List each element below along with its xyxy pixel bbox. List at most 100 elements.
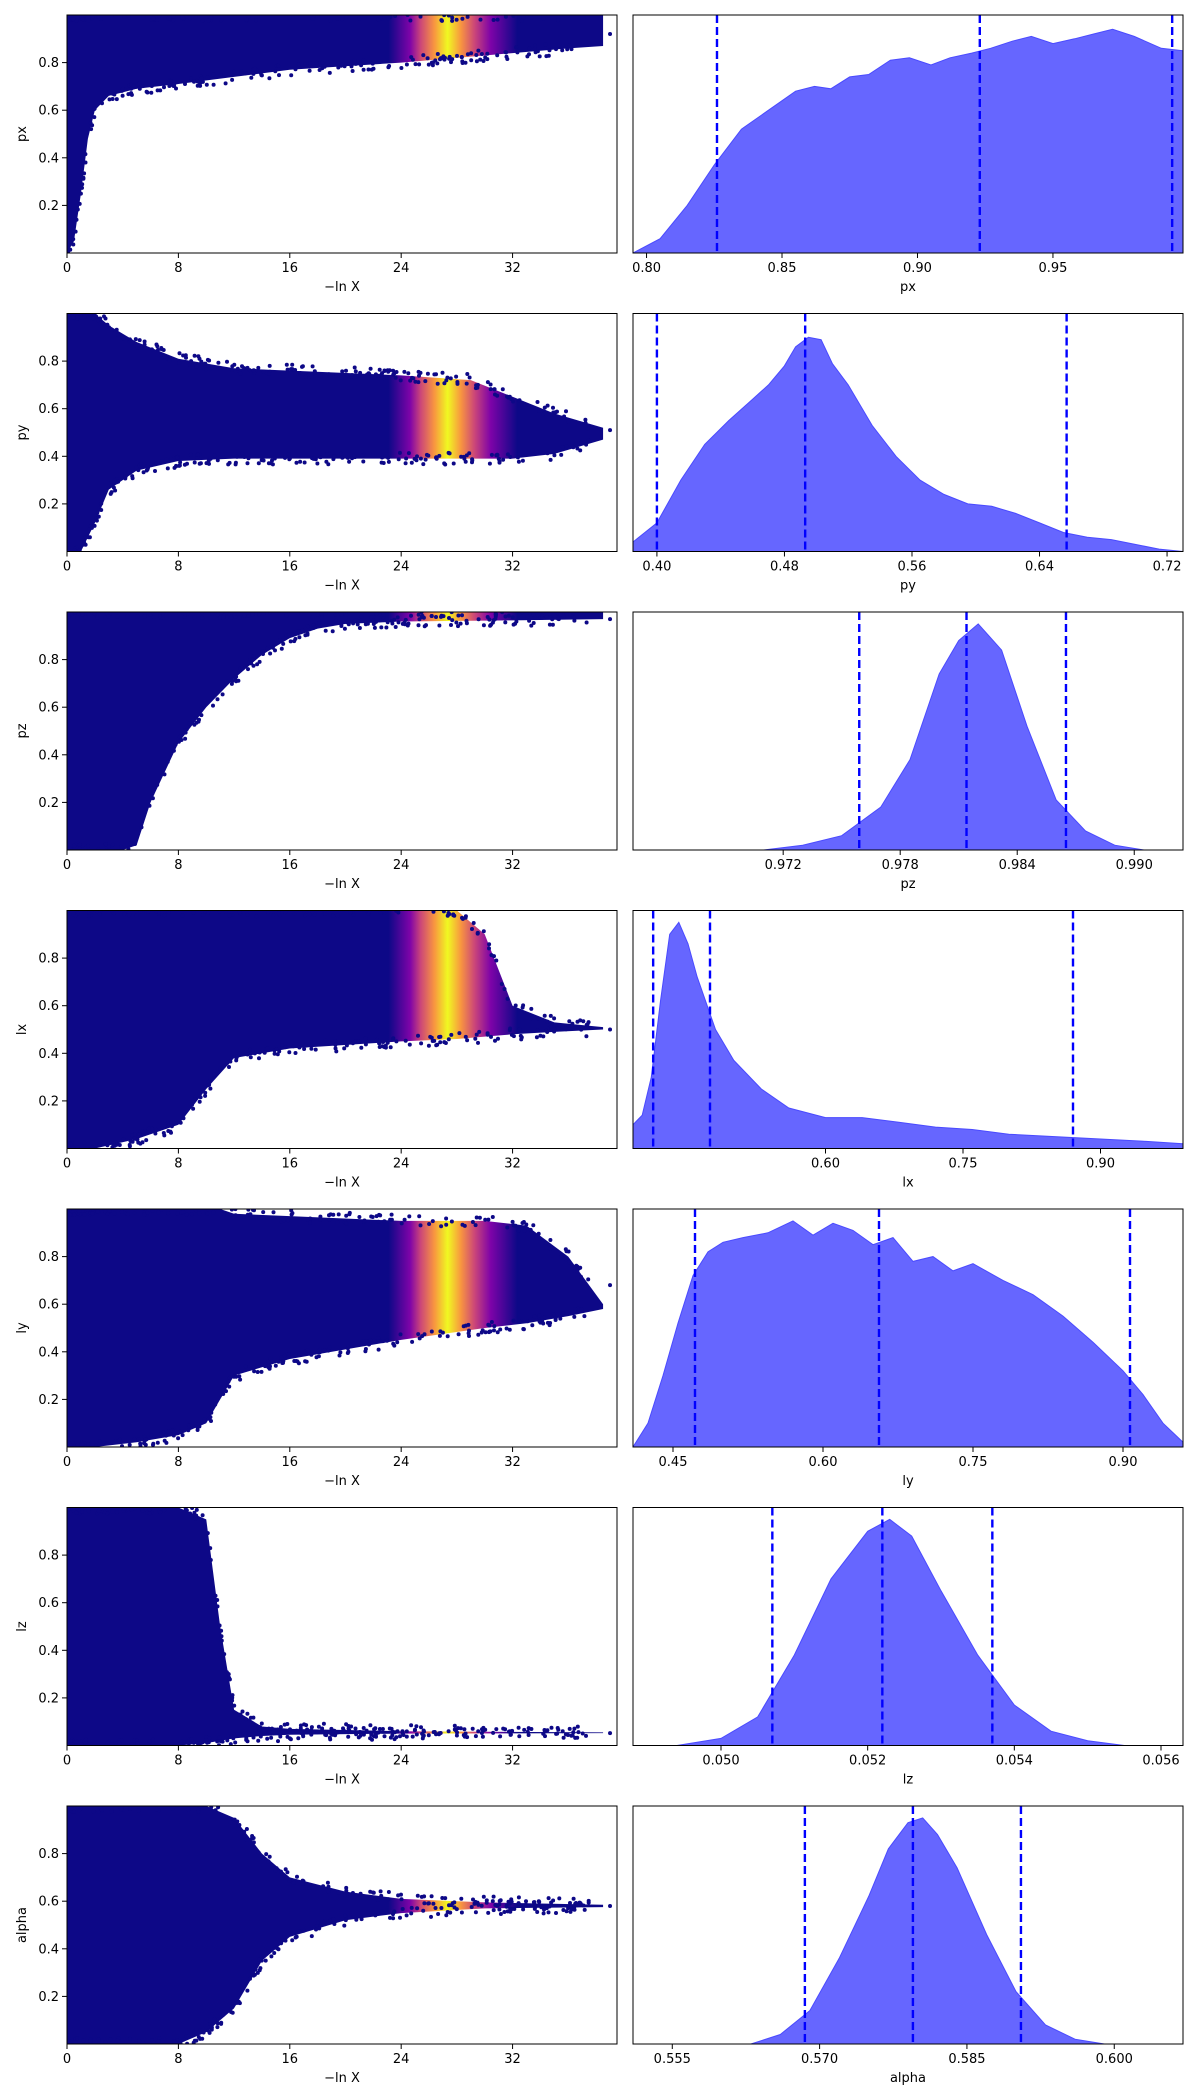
trace-dot: [379, 460, 384, 465]
trace-dot: [538, 1033, 543, 1038]
trace-dot: [79, 1739, 83, 1744]
trace-dot: [302, 1047, 307, 1051]
trace-dot: [536, 1231, 541, 1236]
trace-dot: [199, 80, 204, 84]
trace-dot: [68, 846, 73, 850]
trace-dot: [285, 1734, 290, 1739]
trace-dot: [503, 50, 508, 55]
trace-dot: [270, 1726, 274, 1731]
trace-dot: [269, 1735, 274, 1740]
trace-dot: [158, 1510, 163, 1515]
trace-dot: [512, 1907, 517, 1911]
trace-lx-frame: [66, 910, 618, 1149]
trace-dot: [336, 1212, 341, 1217]
trace-dot: [114, 327, 119, 332]
trace-dot: [455, 380, 460, 384]
trace-dot: [215, 1739, 220, 1744]
trace-dot: [83, 1737, 88, 1742]
trace-dot: [444, 1216, 449, 1221]
trace-dot: [371, 1890, 376, 1895]
trace-dot: [91, 1809, 96, 1814]
trace-dot: [368, 1723, 373, 1728]
trace-dot: [372, 1338, 377, 1343]
trace-dot: [505, 1225, 510, 1230]
trace-dot: [180, 15, 185, 20]
trace-dot: [445, 375, 450, 380]
trace-dot: [81, 175, 86, 180]
trace-dot: [180, 1433, 185, 1438]
trace-dot: [221, 1392, 226, 1396]
trace-dot: [500, 387, 505, 392]
trace-dot: [570, 1907, 575, 1912]
trace-dot: [402, 369, 407, 374]
trace-dot: [143, 1437, 148, 1442]
trace-dot: [298, 371, 303, 375]
trace-dot: [291, 1044, 296, 1049]
trace-dot: [271, 913, 276, 918]
trace-dot: [315, 612, 320, 617]
trace-dot: [478, 17, 483, 22]
trace-dot: [199, 76, 204, 81]
trace-dot: [222, 1652, 227, 1657]
trace-dot: [115, 614, 120, 619]
trace-dot: [182, 612, 187, 617]
trace-dot: [126, 15, 131, 18]
trace-dot: [109, 15, 114, 18]
trace-dot: [542, 1315, 547, 1319]
trace-dot: [228, 1742, 233, 1746]
trace-dot: [218, 615, 222, 620]
trace-dot: [309, 1046, 314, 1051]
trace-dot: [537, 1313, 542, 1318]
trace-dot: [180, 731, 185, 735]
trace-dot: [151, 16, 156, 21]
trace-dot: [447, 451, 452, 456]
trace-dot: [175, 2038, 180, 2042]
trace-dot: [156, 347, 160, 352]
trace-dot: [358, 1891, 363, 1896]
trace-dot: [480, 1734, 485, 1739]
trace-dot: [528, 1016, 533, 1021]
trace-dot: [69, 1807, 74, 1811]
trace-dot: [147, 1739, 152, 1744]
trace-dot: [329, 1726, 334, 1731]
kde-xtick-label: 0.80: [632, 261, 661, 276]
trace-dot: [246, 614, 251, 618]
trace-dot: [199, 713, 204, 718]
trace-dot: [347, 62, 352, 66]
trace-dot: [344, 1213, 349, 1218]
trace-dot: [485, 380, 490, 385]
trace-dot: [298, 1726, 303, 1731]
trace-dot: [219, 1638, 224, 1643]
trace-ytick-label: 0.8: [38, 56, 59, 71]
trace-dot: [319, 615, 324, 620]
trace-dot: [546, 1896, 551, 1901]
trace-dot: [340, 17, 345, 22]
trace-xtick-label: 32: [504, 261, 521, 276]
trace-dot: [373, 1913, 378, 1918]
trace-dot: [475, 931, 480, 936]
trace-dot: [219, 1634, 224, 1639]
trace-dot: [96, 318, 100, 323]
trace-dot: [196, 1809, 201, 1814]
trace-samples-alpha: [67, 1806, 604, 2044]
trace-dot: [191, 1106, 196, 1111]
trace-dot: [257, 612, 262, 617]
trace-dot: [170, 1743, 174, 1746]
trace-dot: [280, 1043, 284, 1047]
trace-dot: [554, 1911, 558, 1915]
trace-dot: [476, 1729, 481, 1734]
trace-dot: [439, 18, 444, 23]
trace-dot: [234, 674, 239, 679]
trace-dot: [165, 466, 170, 471]
trace-dot: [507, 1327, 512, 1332]
trace-dot: [365, 372, 370, 377]
trace-dot: [238, 371, 243, 376]
trace-dot: [253, 1215, 258, 1219]
trace-dot: [137, 86, 142, 91]
trace-dot: [324, 1733, 329, 1738]
trace-dot: [251, 654, 256, 658]
trace-dot: [224, 1389, 228, 1394]
trace-tail-dot: [608, 1731, 613, 1736]
trace-dot: [137, 81, 142, 86]
trace-dot: [388, 1045, 393, 1050]
